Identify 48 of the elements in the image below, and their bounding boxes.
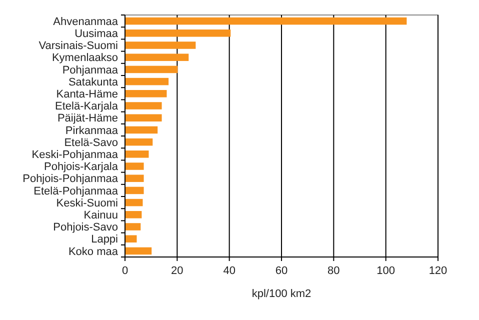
y-tick-label: Uusimaa [74,28,119,40]
bar [125,138,153,146]
bar [125,102,162,110]
bar [125,66,178,74]
y-tick-label: Kainuu [84,210,118,222]
y-tick-label: Varsinais-Suomi [38,40,118,52]
y-tick-label: Keski-Pohjanmaa [32,149,119,161]
y-tick-label: Pohjanmaa [62,64,119,76]
bar [125,223,141,230]
y-tick-label: Keski-Suomi [56,197,118,210]
bar [125,162,144,170]
x-axis-title: kpl/100 km2 [252,288,312,300]
bar [125,90,167,98]
bar [125,78,169,86]
bar [125,211,142,218]
bar [125,186,144,194]
x-tick-label: 120 [428,265,448,277]
bar [125,198,143,206]
bar [125,174,144,182]
y-tick-label: Ahvenanmaa [53,16,119,28]
x-tick-label: 0 [122,265,128,277]
y-tick-label: Satakunta [68,76,119,88]
bar [125,247,152,255]
bar [125,150,149,158]
bar [125,126,158,134]
y-tick-label: Lappi [91,234,118,246]
x-tick-label: 60 [275,265,288,277]
y-tick-label: Pohjois-Pohjanmaa [22,173,119,186]
bar [125,235,137,242]
bar [125,54,189,61]
y-tick-label: Päijät-Häme [57,112,118,125]
x-tick-label: 80 [328,265,340,277]
x-tick-label: 20 [171,265,184,277]
bar [125,42,196,49]
bar [125,114,162,122]
bar [125,17,407,25]
y-tick-label: Etelä-Karjala [55,100,119,113]
y-tick-label: Pohjois-Savo [53,222,118,234]
y-tick-label: Kymenlaakso [52,52,118,64]
y-tick-label: Pirkanmaa [65,124,119,137]
y-tick-label: Etelä-Savo [64,136,118,149]
bar [125,30,231,37]
y-tick-label: Kanta-Häme [56,88,118,100]
x-tick-label: 40 [223,265,236,277]
x-tick-label: 100 [376,265,396,277]
y-tick-label: Etelä-Pohjanmaa [34,185,119,198]
y-tick-label: Koko maa [68,246,119,258]
y-tick-label: Pohjois-Karjala [44,161,119,174]
